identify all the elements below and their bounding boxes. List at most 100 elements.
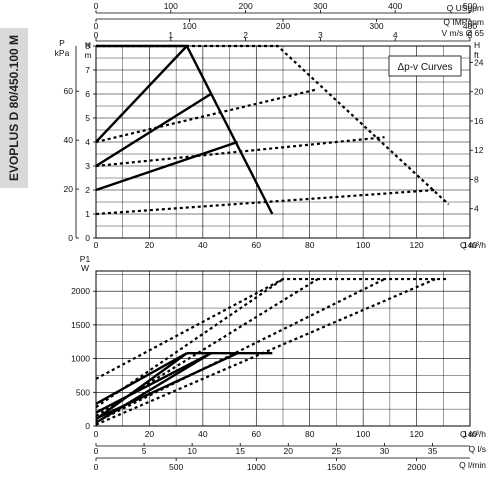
lower-series-8 xyxy=(95,278,319,417)
upper-x-tick-label: 120 xyxy=(409,240,423,250)
ft-tick-label: 20 xyxy=(474,87,484,97)
p1-unit: W xyxy=(81,263,89,273)
bottom-axis-tick-label: 10 xyxy=(187,446,197,456)
bottom-axis-tick-label: 25 xyxy=(332,446,342,456)
top-axis-tick-label: 200 xyxy=(276,21,290,31)
upper-x-tick-label: 40 xyxy=(198,240,208,250)
title-band xyxy=(0,28,28,188)
p1-tick-label: 1000 xyxy=(71,354,90,364)
kpa-tick-label: 0 xyxy=(68,233,73,243)
top-axis-tick-label: 0 xyxy=(94,1,99,11)
ft-label-unit: ft xyxy=(474,50,479,60)
upper-series-7 xyxy=(95,188,436,216)
top-axis-tick-label: 300 xyxy=(369,21,383,31)
hm-tick-label: 4 xyxy=(85,137,90,147)
top-axis-tick-label: 0 xyxy=(94,30,99,40)
upper-x-tick-label: 0 xyxy=(94,240,99,250)
top-axis-label: Q USgpm xyxy=(447,3,484,13)
upper-x-tick-label: 80 xyxy=(305,240,315,250)
bottom-axis-label: Q l/s xyxy=(469,444,486,454)
hm-label-h: H xyxy=(85,40,91,50)
upper-x-tick-label: 100 xyxy=(356,240,370,250)
p1-tick-label: 2000 xyxy=(71,286,90,296)
lower-x-tick-label: 20 xyxy=(145,429,155,439)
bottom-axis-tick-label: 20 xyxy=(284,446,294,456)
hm-tick-label: 5 xyxy=(85,113,90,123)
hm-tick-label: 8 xyxy=(85,41,90,51)
upper-series-6 xyxy=(95,136,385,168)
top-axis-tick-label: 500 xyxy=(463,1,477,11)
p1-tick-label: 0 xyxy=(85,421,90,431)
upper-series-1 xyxy=(95,45,188,143)
lower-x-tick-label: 140 xyxy=(463,429,477,439)
bottom-axis-tick-label: 30 xyxy=(380,446,390,456)
hm-tick-label: 6 xyxy=(85,89,90,99)
top-axis-tick-label: 0 xyxy=(94,21,99,31)
kpa-label-p: P xyxy=(59,38,65,48)
top-axis-tick-label: 3 xyxy=(318,30,323,40)
upper-x-tick-label: 60 xyxy=(252,240,262,250)
lower-series-9 xyxy=(95,278,386,423)
ft-label-h: H xyxy=(474,40,480,50)
p1-tick-label: 1500 xyxy=(71,320,90,330)
lower-x-tick-label: 120 xyxy=(409,429,423,439)
upper-series-3 xyxy=(95,140,238,192)
hm-tick-label: 1 xyxy=(85,209,90,219)
top-axis-label: V m/s Ø 65 xyxy=(441,28,484,38)
bottom-axis-tick-label: 5 xyxy=(142,446,147,456)
lower-x-tick-label: 40 xyxy=(198,429,208,439)
bottom-axis-label: Q l/min xyxy=(459,460,486,470)
top-axis-tick-label: 1 xyxy=(168,30,173,40)
hm-tick-label: 0 xyxy=(85,233,90,243)
lower-series-1 xyxy=(95,352,188,405)
upper-x-tick-label: 20 xyxy=(145,240,155,250)
ft-tick-label: 16 xyxy=(474,116,484,126)
lower-x-tick-label: 100 xyxy=(356,429,370,439)
bottom-axis-tick-label: 35 xyxy=(428,446,438,456)
top-axis-tick-label: 400 xyxy=(463,21,477,31)
lower-x-tick-label: 80 xyxy=(305,429,315,439)
lower-series-4 xyxy=(95,352,188,421)
ft-tick-label: 12 xyxy=(474,145,484,155)
kpa-tick-label: 60 xyxy=(64,86,74,96)
top-axis-tick-label: 100 xyxy=(164,1,178,11)
kpa-tick-label: 20 xyxy=(64,184,74,194)
upper-x-tick-label: 140 xyxy=(463,240,477,250)
upper-series-4 xyxy=(96,44,450,206)
top-axis-tick-label: 400 xyxy=(388,1,402,11)
lower-series-5 xyxy=(95,352,212,424)
bottom-axis-tick-label: 0 xyxy=(94,462,99,472)
bottom-axis-tick-label: 15 xyxy=(235,446,245,456)
bottom-axis-tick-label: 1500 xyxy=(327,462,346,472)
top-axis-tick-label: 200 xyxy=(239,1,253,11)
upper-series-5 xyxy=(95,88,318,144)
bottom-axis-tick-label: 500 xyxy=(169,462,183,472)
legend-box xyxy=(388,55,462,77)
top-axis-tick-label: 4 xyxy=(393,30,398,40)
lower-x-label: Q m³/h xyxy=(460,429,486,439)
kpa-label-unit: kPa xyxy=(55,48,70,58)
lower-x-tick-label: 0 xyxy=(94,429,99,439)
lower-series-10 xyxy=(95,278,436,426)
ft-tick-label: 4 xyxy=(474,204,479,214)
top-axis-tick-label: 300 xyxy=(313,1,327,11)
p1-label: P1 xyxy=(80,254,91,264)
bottom-axis-tick-label: 0 xyxy=(94,446,99,456)
kpa-tick-label: 40 xyxy=(64,135,74,145)
hm-tick-label: 7 xyxy=(85,65,90,75)
p1-tick-label: 500 xyxy=(76,387,90,397)
top-axis-label: Q IMPgpm xyxy=(443,17,484,27)
chart-title: Δp-v Curves xyxy=(397,62,452,73)
hm-tick-label: 2 xyxy=(85,185,90,195)
hm-tick-label: 3 xyxy=(85,161,90,171)
lower-series-2 xyxy=(95,352,212,414)
top-axis-tick-label: 2 xyxy=(243,30,248,40)
hm-label-unit: m xyxy=(84,50,91,60)
ft-tick-label: 8 xyxy=(474,174,479,184)
upper-series-2 xyxy=(95,92,212,168)
ft-tick-label: 24 xyxy=(474,57,484,67)
bottom-axis-tick-label: 1000 xyxy=(247,462,266,472)
lower-series-7 xyxy=(95,278,284,409)
top-axis-tick-label: 100 xyxy=(182,21,196,31)
